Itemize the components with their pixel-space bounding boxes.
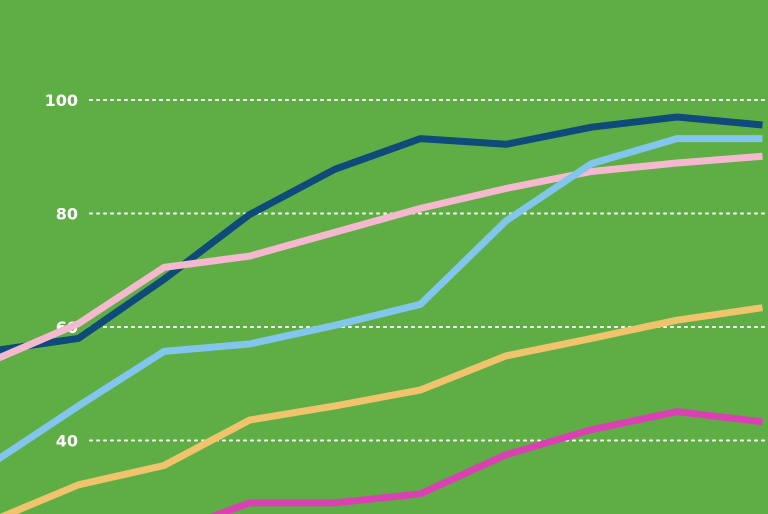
y-tick-label: 100 [45,91,78,110]
series-line-5 [208,408,763,514]
series-line-1 [0,113,763,354]
series-line-4 [0,304,764,514]
y-tick-label: 80 [56,205,78,224]
series-line-2 [0,152,763,362]
series-line-3 [0,135,763,463]
series-layer [0,113,764,514]
y-tick-label: 40 [56,432,78,451]
